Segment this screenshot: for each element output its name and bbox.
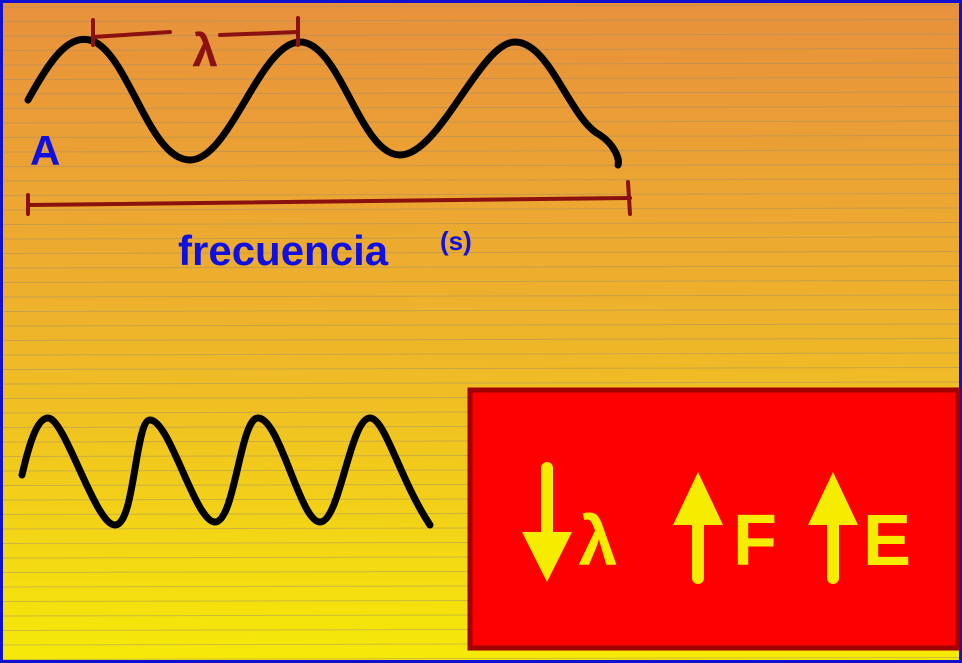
diagram: λ A frecuencia (s) λ F E: [0, 0, 962, 663]
box-wavelength: λ: [579, 502, 618, 580]
frequency-label: frecuencia: [178, 227, 389, 274]
box-frequency: F: [733, 501, 777, 581]
wavelength-label: λ: [192, 24, 218, 76]
amplitude-label: A: [30, 127, 60, 174]
slide: λ A frecuencia (s) λ F E: [0, 0, 962, 663]
box-energy: E: [863, 501, 911, 581]
unit-label: (s): [440, 226, 472, 256]
